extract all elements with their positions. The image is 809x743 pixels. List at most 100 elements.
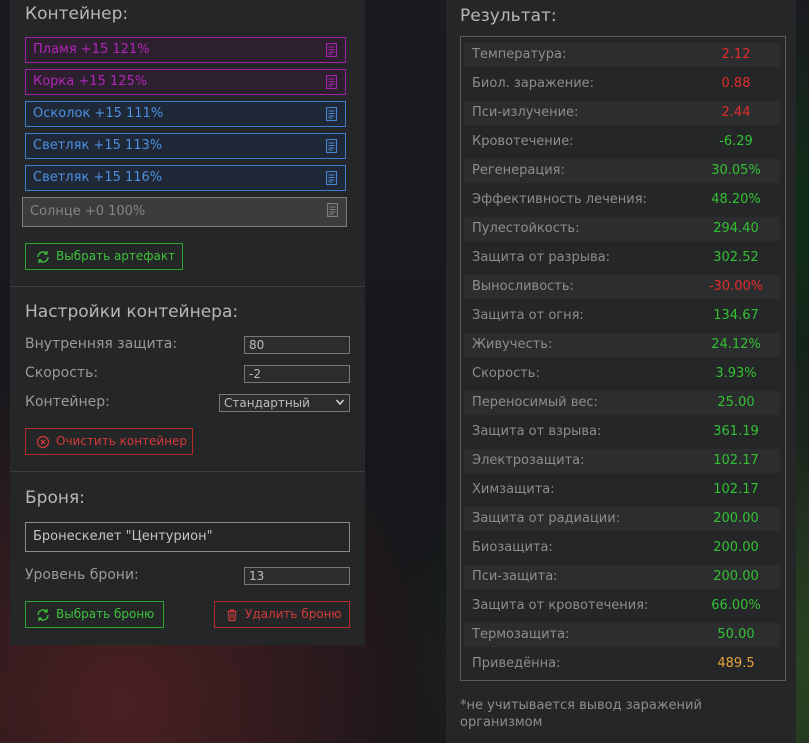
stat-value: 489.5	[717, 656, 755, 671]
stat-name: Пси-излучение:	[472, 105, 579, 120]
result-heading: Результат:	[460, 6, 557, 26]
artifact-slot-label: Светляк +15 113%	[33, 138, 163, 153]
stat-row: Химзащита: 102.17	[464, 478, 780, 502]
stat-row: Кровотечение: -6.29	[464, 130, 780, 154]
stat-name: Переносимый вес:	[472, 395, 598, 410]
armor-level-input[interactable]: 13	[244, 567, 350, 585]
speed-input[interactable]: -2	[244, 365, 350, 383]
clear-container-label: Очистить контейнер	[56, 434, 188, 448]
stat-name: Живучесть:	[472, 337, 553, 352]
stat-row: Пси-излучение: 2.44	[464, 101, 780, 125]
stat-name: Приведённа:	[472, 656, 561, 671]
artifact-slot-label: Солнце +0 100%	[30, 204, 146, 219]
speed-label: Скорость:	[25, 365, 99, 381]
trash-icon	[227, 609, 237, 622]
stat-row: Температура: 2.12	[464, 43, 780, 67]
stat-name: Защита от огня:	[472, 308, 584, 323]
artifact-slot[interactable]: Светляк +15 116%	[25, 165, 346, 191]
stat-row: Защита от огня: 134.67	[464, 304, 780, 328]
stat-value: 0.88	[721, 76, 751, 91]
stat-name: Защита от кровотечения:	[472, 598, 649, 613]
artifact-slot-label: Корка +15 125%	[33, 74, 148, 89]
stat-name: Защита от разрыва:	[472, 250, 610, 265]
stat-row: Биозащита: 200.00	[464, 536, 780, 560]
stat-value: -30.00%	[708, 279, 764, 294]
stat-value: 294.40	[713, 221, 759, 236]
select-artifact-label: Выбрать артефакт	[56, 249, 176, 263]
stat-row: Защита от разрыва: 302.52	[464, 246, 780, 270]
stat-name: Электрозащита:	[472, 453, 585, 468]
divider	[10, 286, 365, 287]
stat-row: Регенерация: 30.05%	[464, 159, 780, 183]
document-icon[interactable]	[327, 203, 338, 217]
stat-row: Электрозащита: 102.17	[464, 449, 780, 473]
artifact-slot[interactable]: Осколок +15 111%	[25, 101, 346, 127]
stat-value: 24.12%	[711, 337, 761, 352]
stat-value: 2.12	[721, 47, 751, 62]
document-icon[interactable]	[326, 171, 337, 185]
stat-name: Пулестойкость:	[472, 221, 580, 236]
inner-protection-input[interactable]: 80	[244, 336, 350, 354]
chevron-down-icon	[335, 399, 345, 406]
artifact-slot[interactable]: Пламя +15 121%	[25, 37, 346, 63]
select-armor-label: Выбрать броню	[56, 607, 155, 621]
container-panel: Контейнер: Пламя +15 121% Корка +15 125% О…	[10, 0, 365, 645]
container-type-select[interactable]: Стандартный	[219, 394, 350, 412]
refresh-icon	[37, 609, 49, 621]
clear-container-button[interactable]: Очистить контейнер	[25, 428, 193, 455]
stat-row: Защита от кровотечения: 66.00%	[464, 594, 780, 618]
stat-value: 3.93%	[715, 366, 757, 381]
result-panel: Результат: Температура: 2.12 Биол. заражен…	[446, 0, 796, 743]
stat-value: 48.20%	[711, 192, 761, 207]
artifact-slot[interactable]: Корка +15 125%	[25, 69, 346, 95]
stat-value: 102.17	[713, 453, 759, 468]
divider	[10, 471, 365, 472]
select-armor-button[interactable]: Выбрать броню	[25, 601, 164, 628]
select-artifact-button[interactable]: Выбрать артефакт	[25, 243, 183, 270]
stat-name: Эффективность лечения:	[472, 192, 647, 207]
stat-row: Живучесть: 24.12%	[464, 333, 780, 357]
stat-row: Пси-защита: 200.00	[464, 565, 780, 589]
stat-value: 50.00	[717, 627, 755, 642]
artifact-slot[interactable]: Солнце +0 100%	[22, 197, 347, 227]
stat-value: 2.44	[721, 105, 751, 120]
artifact-slot[interactable]: Светляк +15 113%	[25, 133, 346, 159]
stat-name: Защита от радиации:	[472, 511, 621, 526]
stat-value: 302.52	[713, 250, 759, 265]
document-icon[interactable]	[326, 107, 337, 121]
stat-value: 30.05%	[711, 163, 761, 178]
stat-name: Биозащита:	[472, 540, 553, 555]
document-icon[interactable]	[326, 43, 337, 57]
container-type-label: Контейнер:	[25, 394, 110, 410]
stats-table: Температура: 2.12 Биол. заражение: 0.88 Пси-…	[460, 36, 786, 681]
armor-heading: Броня:	[25, 488, 85, 508]
stat-value: 25.00	[717, 395, 755, 410]
settings-heading: Настройки контейнера:	[25, 302, 239, 322]
stat-row: Выносливость: -30.00%	[464, 275, 780, 299]
footnote: *не учитывается вывод заражений организм…	[460, 698, 702, 730]
stat-value: 200.00	[713, 540, 759, 555]
delete-armor-button[interactable]: Удалить броню	[214, 601, 350, 628]
stat-value: 200.00	[713, 569, 759, 584]
container-heading: Контейнер:	[25, 4, 129, 24]
document-icon[interactable]	[326, 139, 337, 153]
stat-name: Химзащита:	[472, 482, 555, 497]
delete-armor-label: Удалить броню	[245, 607, 342, 621]
stat-row: Пулестойкость: 294.40	[464, 217, 780, 241]
stat-row: Скорость: 3.93%	[464, 362, 780, 386]
stat-name: Кровотечение:	[472, 134, 574, 149]
stat-value: 102.17	[713, 482, 759, 497]
stat-name: Защита от взрыва:	[472, 424, 602, 439]
armor-level-label: Уровень брони:	[25, 567, 139, 583]
stat-value: -6.29	[719, 134, 753, 149]
artifact-slot-label: Осколок +15 111%	[33, 106, 164, 121]
stat-name: Пси-защита:	[472, 569, 558, 584]
artifact-slot-label: Светляк +15 116%	[33, 170, 163, 185]
stat-row: Защита от взрыва: 361.19	[464, 420, 780, 444]
armor-name-field[interactable]: Бронескелет "Центурион"	[25, 522, 350, 552]
stat-row: Термозащита: 50.00	[464, 623, 780, 647]
stat-value: 134.67	[713, 308, 759, 323]
document-icon[interactable]	[326, 75, 337, 89]
stat-value: 200.00	[713, 511, 759, 526]
stat-row: Биол. заражение: 0.88	[464, 72, 780, 96]
